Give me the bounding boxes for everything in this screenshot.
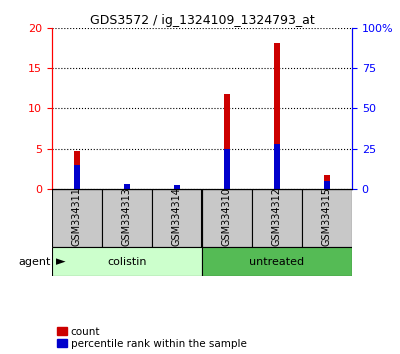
Bar (174, 188, 180, 189)
Bar (324, 175, 330, 189)
Text: ►: ► (52, 255, 66, 268)
Bar (274, 43, 280, 189)
Text: agent: agent (19, 257, 51, 267)
Text: GSM334315: GSM334315 (322, 187, 332, 246)
Bar (74, 151, 80, 189)
Text: GSM334311: GSM334311 (72, 187, 82, 246)
Bar (252, 189, 302, 247)
Text: untreated: untreated (250, 257, 304, 267)
Bar (152, 189, 202, 247)
Bar (124, 185, 130, 189)
Text: GSM334310: GSM334310 (222, 187, 232, 246)
Bar (52, 247, 202, 276)
Text: GSM334313: GSM334313 (122, 187, 132, 246)
Bar (202, 247, 352, 276)
Text: colistin: colistin (107, 257, 147, 267)
Bar (202, 189, 252, 247)
Bar (274, 144, 280, 189)
Bar (224, 94, 230, 189)
Bar (302, 189, 352, 247)
Bar (174, 185, 180, 189)
Bar (74, 165, 80, 189)
Bar (124, 184, 130, 189)
Bar (102, 189, 152, 247)
Bar (224, 149, 230, 189)
Text: GSM334314: GSM334314 (172, 187, 182, 246)
Bar (52, 189, 102, 247)
Title: GDS3572 / ig_1324109_1324793_at: GDS3572 / ig_1324109_1324793_at (90, 14, 314, 27)
Legend: count, percentile rank within the sample: count, percentile rank within the sample (57, 327, 247, 349)
Bar (324, 181, 330, 189)
Text: GSM334312: GSM334312 (272, 187, 282, 246)
